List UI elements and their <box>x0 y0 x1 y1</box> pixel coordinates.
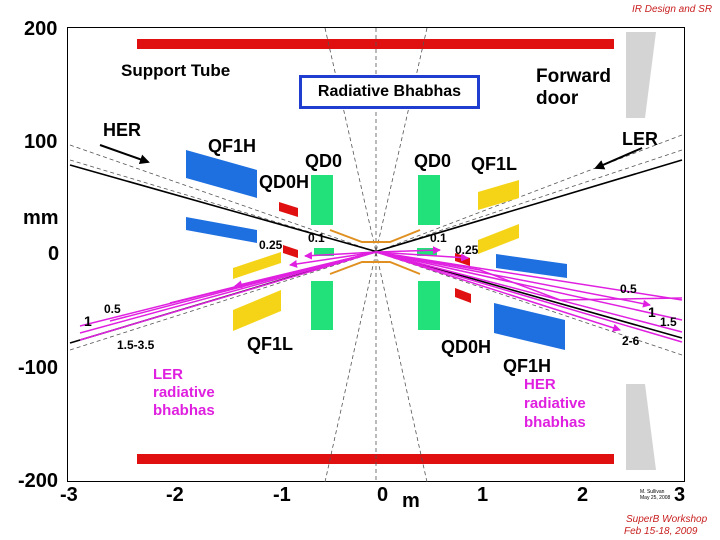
her-radiative-line2: radiative <box>524 395 586 412</box>
ler-radiative-line2: radiative <box>153 384 215 401</box>
x-tick-minus-2: -2 <box>166 484 184 506</box>
x-tick-0: 0 <box>377 484 389 506</box>
her-radiative-tracks <box>375 246 683 343</box>
value-15-right: 1.5 <box>660 315 677 329</box>
x-tick-minus-3: -3 <box>60 484 78 506</box>
qf1l-bottom-left <box>233 290 281 331</box>
support-tube-top <box>137 39 614 49</box>
credit-line-1: M. Sullivan <box>640 489 665 495</box>
x-tick-minus-1: -1 <box>273 484 291 506</box>
qf1h-top-left <box>186 150 257 198</box>
y-tick-minus-200: -200 <box>18 470 59 492</box>
qd0-right-top <box>418 175 440 225</box>
qd0h-top-label: QD0H <box>259 172 310 192</box>
beam-pipe <box>329 229 421 275</box>
forward-door-label-1: Forward <box>536 66 611 87</box>
qd0-left-bottom <box>311 281 333 330</box>
y-tick-100: 100 <box>24 131 58 153</box>
value-1-left: 1 <box>84 313 92 329</box>
y-tick-minus-100: -100 <box>18 357 59 379</box>
value-1-right: 1 <box>648 304 656 320</box>
qd0h-bottom-label: QD0H <box>441 337 492 357</box>
qd0h-inner-left <box>283 245 298 258</box>
qd0h-bottom <box>455 288 471 303</box>
qd0-right-label: QD0 <box>414 151 452 171</box>
x-unit: m <box>402 490 420 512</box>
qd0-right-bottom <box>418 281 440 330</box>
x-tick-3: 3 <box>674 484 686 506</box>
value-025-right: 0.25 <box>455 243 479 257</box>
qf1h-mid-left <box>186 217 257 243</box>
x-tick-2: 2 <box>577 484 589 506</box>
qd0-right-inner <box>417 248 437 256</box>
support-tube-bottom <box>137 454 614 464</box>
value-025-left: 0.25 <box>259 238 283 252</box>
her-radiative-line3: bhabhas <box>524 414 586 431</box>
qd0-left-inner <box>314 248 334 256</box>
qd0-left-top <box>311 175 333 225</box>
value-2-6: 2-6 <box>622 334 640 348</box>
qf1l-mid-right <box>478 224 519 254</box>
value-01-left: 0.1 <box>308 231 325 245</box>
her-label: HER <box>103 120 142 140</box>
ler-label: LER <box>622 129 658 149</box>
y-unit: mm <box>23 207 59 229</box>
radiative-bhabhas-box: Radiative Bhabhas <box>299 75 480 109</box>
her-arrow <box>99 144 150 165</box>
value-15-35: 1.5-3.5 <box>117 338 155 352</box>
y-tick-200: 200 <box>24 18 58 40</box>
qd0-left-label: QD0 <box>305 151 343 171</box>
qf1l-top-right <box>478 180 519 210</box>
footer-line-1: SuperB Workshop <box>626 514 708 525</box>
author-credit: M. Sullivan May 25, 2008 <box>640 489 670 501</box>
ler-radiative-tracks <box>79 251 377 341</box>
forward-door-bottom <box>626 384 656 470</box>
header-title: IR Design and SR <box>632 4 713 15</box>
value-05-right: 0.5 <box>620 282 637 296</box>
footer-line-2: Feb 15-18, 2009 <box>624 526 698 537</box>
qf1l-bottom-label: QF1L <box>247 334 294 354</box>
forward-door-label-2: door <box>536 88 579 109</box>
qd0h-top <box>279 202 298 217</box>
plot-frame <box>67 27 685 482</box>
her-radiative-line1: HER <box>524 376 556 393</box>
ler-arrow <box>594 147 643 170</box>
support-tube-label: Support Tube <box>121 61 231 80</box>
ler-radiative-line1: LER <box>153 366 183 383</box>
value-01-right: 0.1 <box>430 231 447 245</box>
value-05-left: 0.5 <box>104 302 121 316</box>
y-tick-0: 0 <box>48 243 60 265</box>
qf1h-mid-right <box>496 254 567 278</box>
qf1h-bottom-right <box>494 303 565 350</box>
qf1h-bottom-label: QF1H <box>503 356 552 376</box>
ler-radiative-line3: bhabhas <box>153 402 215 419</box>
qf1l-top-label: QF1L <box>471 154 518 174</box>
credit-line-2: May 25, 2008 <box>640 495 671 501</box>
qf1l-mid-left <box>233 252 281 279</box>
qf1h-top-label: QF1H <box>208 136 257 156</box>
x-tick-1: 1 <box>477 484 489 506</box>
forward-door-top <box>626 32 656 118</box>
